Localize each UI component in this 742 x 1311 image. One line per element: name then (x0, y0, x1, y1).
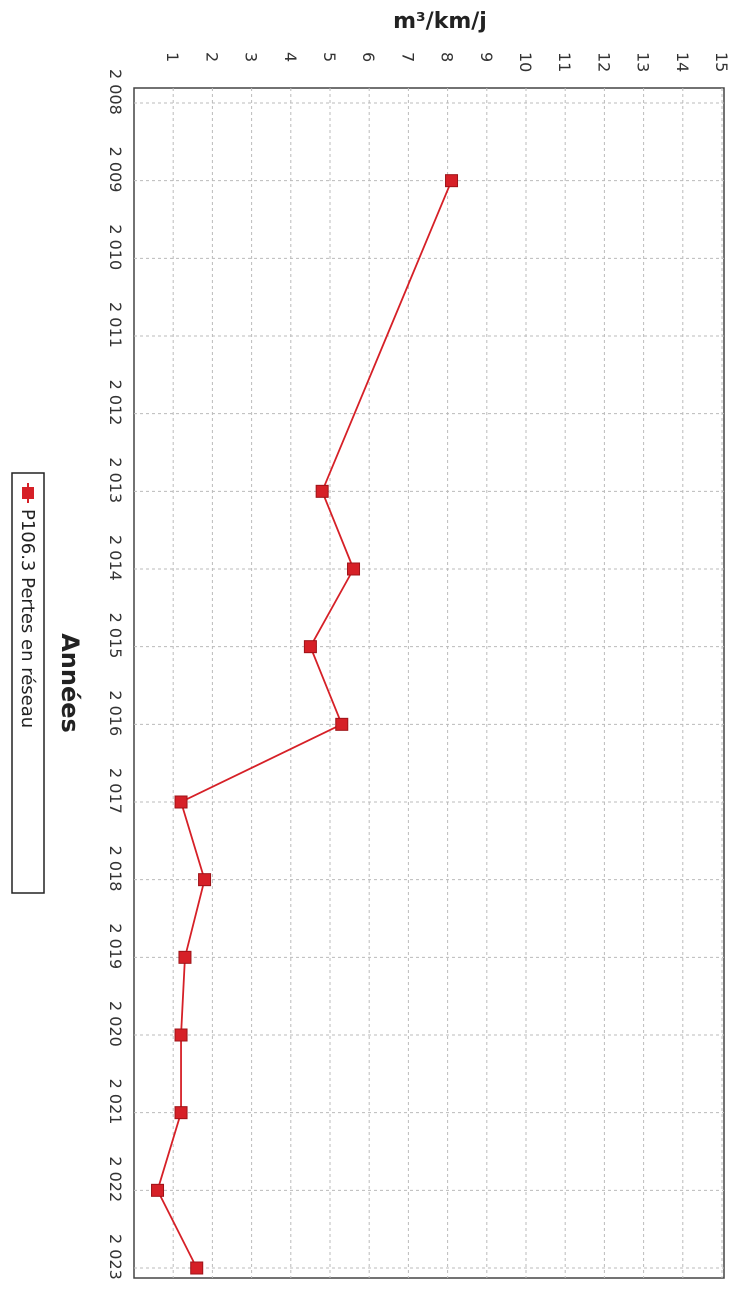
y-tick-label: 8 (438, 52, 457, 62)
data-point (315, 484, 329, 498)
data-point (347, 562, 361, 576)
x-tick-label: 2 011 (106, 302, 125, 348)
plot-frame (133, 87, 725, 1279)
data-point (178, 950, 192, 964)
x-tick-label: 2 017 (106, 768, 125, 814)
x-tick-label: 2 020 (106, 1001, 125, 1047)
y-tick-label: 2 (202, 52, 221, 62)
x-tick-labels: 2 008 2 009 2 010 2 011 2 012 2 013 2 014 2 015… (106, 69, 125, 1280)
data-point (445, 174, 459, 188)
y-tick-label: 10 (516, 52, 535, 72)
x-tick-label: 2 014 (106, 535, 125, 581)
data-point (174, 1028, 188, 1042)
legend-marker-swatch (22, 487, 34, 499)
legend-label: P106.3 Pertes en réseau (17, 509, 38, 728)
x-tick-label: 2 012 (106, 380, 125, 426)
data-point (335, 717, 349, 731)
x-tick-label: 2 019 (106, 923, 125, 969)
y-tick-label: 13 (634, 52, 653, 72)
y-tick-label: 12 (594, 52, 613, 72)
y-tick-label: 3 (242, 52, 261, 62)
y-tick-labels: 1 2 3 4 5 6 7 8 9 10 11 12 13 14 15 (163, 52, 731, 72)
y-tick-label: 11 (555, 52, 574, 72)
y-tick-label: 5 (320, 52, 339, 62)
legend: P106.3 Pertes en réseau (11, 472, 45, 894)
data-point (190, 1261, 204, 1275)
x-tick-label: 2 021 (106, 1079, 125, 1125)
x-tick-label: 2 022 (106, 1156, 125, 1202)
y-axis-title: m³/km/j (393, 9, 487, 34)
y-tick-label: 7 (398, 52, 417, 62)
x-axis-title: Années (56, 633, 84, 733)
data-point (303, 640, 317, 654)
legend-box (11, 472, 45, 894)
y-tick-label: 6 (359, 52, 378, 62)
x-tick-label: 2 010 (106, 224, 125, 270)
x-tick-label: 2 023 (106, 1234, 125, 1280)
x-tick-label: 2 009 (106, 147, 125, 193)
x-tick-label: 2 016 (106, 690, 125, 736)
data-point (198, 873, 212, 887)
x-tick-label: 2 008 (106, 69, 125, 115)
grid (134, 88, 724, 1278)
x-tick-label: 2 015 (106, 613, 125, 659)
y-tick-label: 4 (281, 52, 300, 62)
data-point (174, 795, 188, 809)
data-point (174, 1106, 188, 1120)
series-layer (151, 174, 459, 1275)
y-tick-label: 15 (712, 52, 731, 72)
x-tick-label: 2 018 (106, 846, 125, 892)
y-tick-label: 1 (163, 52, 182, 62)
x-tick-label: 2 013 (106, 457, 125, 503)
plot-area (133, 87, 725, 1279)
y-tick-label: 9 (477, 52, 496, 62)
y-tick-label: 14 (673, 52, 692, 72)
data-point (151, 1183, 165, 1197)
series-line (156, 180, 453, 1269)
